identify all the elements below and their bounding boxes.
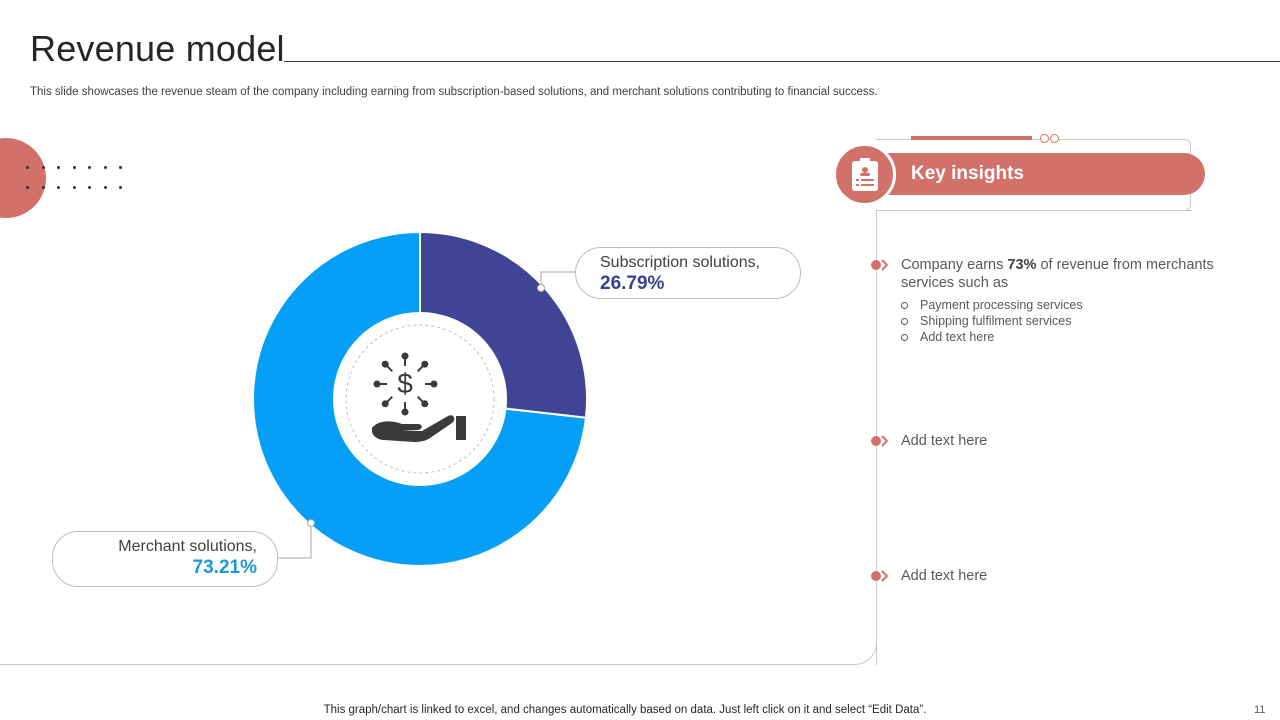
callout-subscription: Subscription solutions, 26.79%	[575, 247, 801, 299]
hollow-bullet-icon	[901, 301, 908, 309]
hand-shape	[372, 415, 455, 442]
insights-icon-badge	[833, 143, 896, 206]
icon-rays	[373, 352, 438, 416]
center-dashed-ring	[345, 324, 495, 474]
slide-title: Revenue model	[30, 28, 285, 69]
callout-merchant-value: 73.21%	[192, 557, 257, 578]
insights-ring-2	[1050, 134, 1059, 143]
dollar-sign-glyph: $	[397, 368, 413, 399]
callout-subscription-value: 26.79%	[600, 273, 665, 294]
ray-dot	[381, 360, 389, 368]
insights-accent-bar	[911, 136, 1032, 140]
leader-lines	[278, 271, 575, 559]
insights-ring-1	[1040, 134, 1049, 143]
insight-bullet-icon	[871, 570, 889, 582]
insight-sublist: Payment processing services Shipping ful…	[901, 297, 1083, 345]
decorative-dots	[26, 166, 135, 206]
sublist-item-text: Add text here	[920, 330, 995, 344]
sublist-item: Payment processing services	[901, 297, 1083, 313]
page-number: 11	[1254, 704, 1266, 716]
slice-group	[252, 230, 588, 567]
sublist-item: Shipping fulfilment services	[901, 313, 1083, 329]
insights-title: Key insights	[911, 163, 1024, 184]
insights-banner	[866, 153, 1205, 195]
ray-dot	[401, 408, 409, 416]
insight-bullet-icon	[871, 435, 889, 447]
hollow-bullet-icon	[901, 317, 908, 325]
insights-frame-divider	[876, 210, 1192, 211]
subscription-anchor-dot	[537, 284, 545, 292]
insight-item-2: Add text here	[901, 433, 988, 449]
sublist-item: Add text here	[901, 329, 1083, 345]
sublist-item-text: Payment processing services	[920, 298, 1083, 312]
footer-note: This graph/chart is linked to excel, and…	[323, 704, 927, 716]
cuff-shape	[456, 416, 466, 440]
callout-merchant-label: Merchant solutions,	[118, 538, 257, 555]
ray-dot	[381, 400, 389, 408]
insight-item-1-highlight: 73%	[1007, 257, 1037, 273]
money-hand-icon: $	[372, 352, 466, 442]
hollow-bullet-icon	[901, 333, 908, 341]
insight-item-1-prefix: Company earns	[901, 257, 1008, 273]
insight-bullet-icon	[871, 259, 889, 271]
merchant-anchor-dot	[307, 519, 315, 527]
clipboard-list-icon	[851, 157, 878, 191]
merchant-leader-line	[278, 523, 312, 559]
callout-merchant: Merchant solutions, 73.21%	[52, 531, 278, 587]
ray-dot	[421, 360, 429, 368]
insight-item-1: Company earns 73% of revenue from mercha…	[901, 256, 1231, 292]
ray-dot	[373, 380, 381, 388]
subscription-leader-line	[540, 271, 575, 288]
callout-subscription-label: Subscription solutions,	[600, 254, 761, 271]
ray-line	[386, 396, 393, 403]
sublist-item-text: Shipping fulfilment services	[920, 314, 1072, 328]
ray-line	[417, 365, 424, 372]
ray-line	[417, 396, 424, 403]
ray-dot	[430, 380, 438, 388]
insight-item-3: Add text here	[901, 568, 988, 584]
title-underline	[284, 61, 1280, 62]
ray-dot	[421, 400, 429, 408]
slide-description: This slide showcases the revenue steam o…	[30, 86, 878, 98]
ray-dot	[401, 352, 409, 360]
insight-item-1-suffix: of revenue from merchants services such …	[901, 257, 1214, 291]
ray-line	[386, 365, 393, 372]
